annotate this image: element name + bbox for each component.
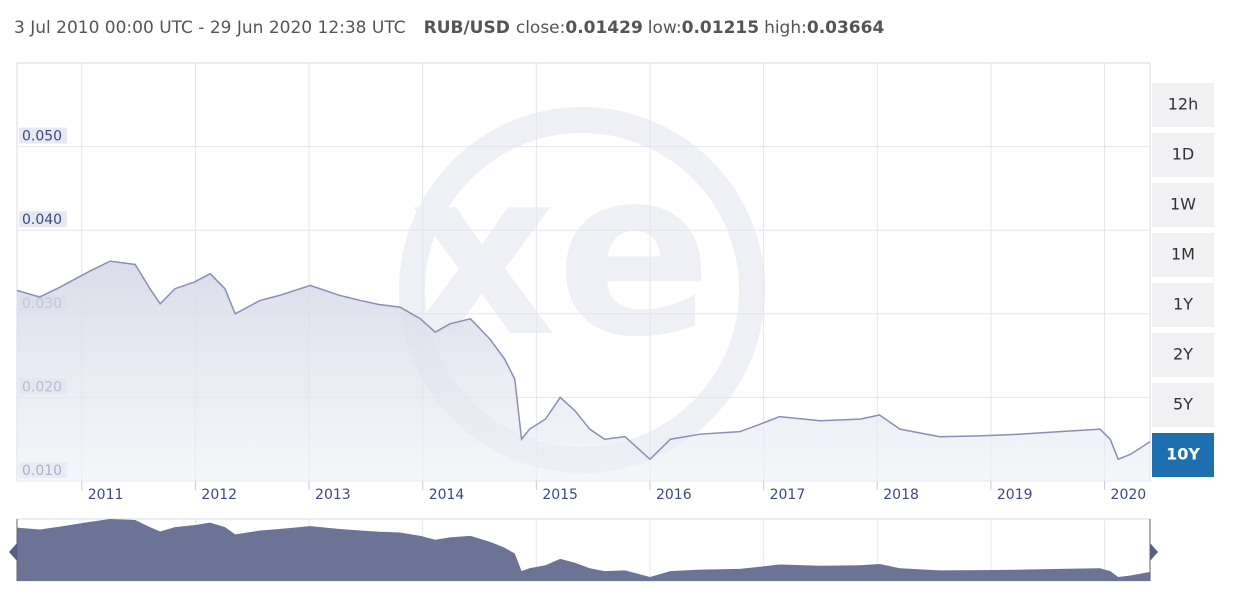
date-range: 3 Jul 2010 00:00 UTC - 29 Jun 2020 12:38…	[14, 18, 406, 38]
navigator-handle[interactable]	[9, 543, 17, 561]
navigator-handle[interactable]	[1150, 543, 1158, 561]
range-button-label[interactable]: 5Y	[1173, 395, 1193, 414]
range-button[interactable]	[1152, 433, 1214, 477]
y-tick-label: 0.050	[22, 129, 62, 145]
range-button[interactable]	[1152, 233, 1214, 277]
range-button-label[interactable]: 1M	[1171, 245, 1195, 264]
range-button-label[interactable]: 10Y	[1166, 445, 1200, 464]
stat-label: close:	[516, 18, 566, 38]
line	[16, 260, 1151, 461]
header-text: 3 Jul 2010 00:00 UTC - 29 Jun 2020 12:38…	[14, 18, 884, 38]
range-button[interactable]	[1152, 133, 1214, 177]
navigator-area	[17, 519, 1150, 581]
range-button-label[interactable]: 1D	[1172, 145, 1195, 164]
range-button-label[interactable]: 12h	[1168, 95, 1199, 114]
x-tick-label: 2013	[315, 487, 351, 503]
y-tick-label-bg	[19, 211, 67, 228]
stat-value: 0.03664	[807, 18, 885, 38]
stat-label: low:	[648, 18, 682, 38]
range-button-label[interactable]: 2Y	[1173, 345, 1193, 364]
x-tick-label: 2016	[656, 487, 692, 503]
y-tick-label-bg	[19, 127, 67, 144]
x-tick-label: 2017	[770, 487, 806, 503]
x-tick-label: 2018	[883, 487, 919, 503]
area	[17, 261, 1150, 481]
y-tick-label: 0.040	[22, 212, 62, 228]
x-tick-label: 2011	[88, 487, 124, 503]
range-button-label[interactable]: 1W	[1170, 195, 1196, 214]
range-button[interactable]	[1152, 283, 1214, 327]
range-button[interactable]	[1152, 83, 1214, 127]
range-button-label[interactable]: 1Y	[1173, 295, 1193, 314]
x-tick-label: 2020	[1111, 487, 1147, 503]
pair: RUB/USD	[424, 18, 510, 38]
x-tick-label: 2012	[201, 487, 237, 503]
x-tick-label: 2014	[429, 487, 465, 503]
stat-value: 0.01429	[565, 18, 642, 38]
range-button[interactable]	[1152, 333, 1214, 377]
range-button[interactable]	[1152, 383, 1214, 427]
x-tick-label: 2015	[542, 487, 578, 503]
stat-value: 0.01215	[682, 18, 759, 38]
range-button[interactable]	[1152, 183, 1214, 227]
x-tick-label: 2019	[997, 487, 1033, 503]
stat-label: high:	[764, 18, 807, 38]
